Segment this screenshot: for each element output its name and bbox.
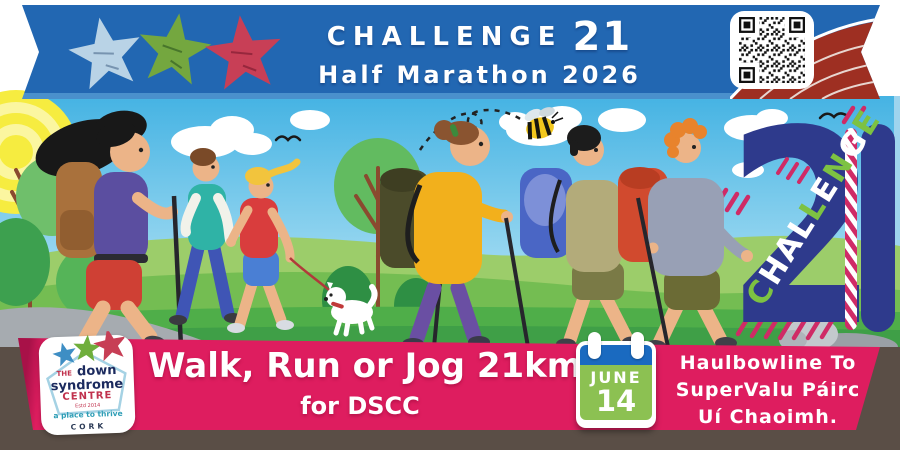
location-line2: SuperValu Páirc xyxy=(675,379,861,401)
calendar-ring xyxy=(588,332,601,359)
bee-icon xyxy=(418,107,564,151)
calendar-body: JUNE 14 xyxy=(580,365,652,420)
candy-stripe-bar xyxy=(845,128,857,330)
down-syndrome-centre-logo: THE down syndrome CENTRE Estd 2014 a pla… xyxy=(38,330,136,436)
star-blue-icon xyxy=(64,11,147,91)
digit-1-bar xyxy=(861,124,895,332)
dog-icon xyxy=(289,257,378,337)
challenge21-logo: 2 CHALLENGE xyxy=(713,74,895,386)
route-location: Haulbowline To SuperValu Páirc Uí Chaoim… xyxy=(660,350,876,431)
star-red-icon xyxy=(202,11,284,91)
hiker-woman-red xyxy=(227,158,301,333)
footer-bar xyxy=(18,338,880,430)
logo-tagline: a place to thrive xyxy=(53,408,123,421)
location-line1: Haulbowline To xyxy=(679,352,857,374)
calendar-day: 14 xyxy=(595,383,637,418)
qr-pattern xyxy=(736,17,808,83)
banner-stars xyxy=(46,5,284,99)
event-title: CHALLENGE 21 Half Marathon 2026 xyxy=(284,15,675,88)
hiker-man-teal xyxy=(169,148,242,325)
title-subtitle: Half Marathon 2026 xyxy=(318,61,641,90)
logo-the: THE xyxy=(56,369,73,379)
logo-text: THE down syndrome CENTRE Estd 2014 a pla… xyxy=(39,360,135,432)
banner-right xyxy=(675,5,880,99)
title-banner: CHALLENGE 21 Half Marathon 2026 xyxy=(22,5,880,99)
clouds xyxy=(171,106,788,178)
bird-icon xyxy=(274,112,848,142)
logo-stars xyxy=(52,330,126,367)
tagline-line2: for DSCC xyxy=(300,392,420,420)
hiker-woman-purple xyxy=(35,110,184,351)
calendar-ring xyxy=(631,332,644,359)
event-tagline: Walk, Run or Jog 21km for DSCC xyxy=(148,346,583,420)
qr-code xyxy=(730,11,814,89)
location-line3: Uí Chaoimh. xyxy=(698,406,838,428)
hiker-woman-yellow xyxy=(380,120,530,350)
tagline-line1: Walk, Run or Jog 21km xyxy=(148,346,583,386)
star-green-icon xyxy=(134,8,215,86)
calendar-month: JUNE xyxy=(590,367,642,387)
hiker-man-blue-backpack xyxy=(520,125,642,350)
pentagon-outline xyxy=(46,350,127,416)
hiker-man-ginger xyxy=(618,118,753,352)
calendar-icon: JUNE 14 xyxy=(576,332,656,428)
title-number: 21 xyxy=(572,14,633,61)
title-challenge: CHALLENGE xyxy=(326,22,563,53)
